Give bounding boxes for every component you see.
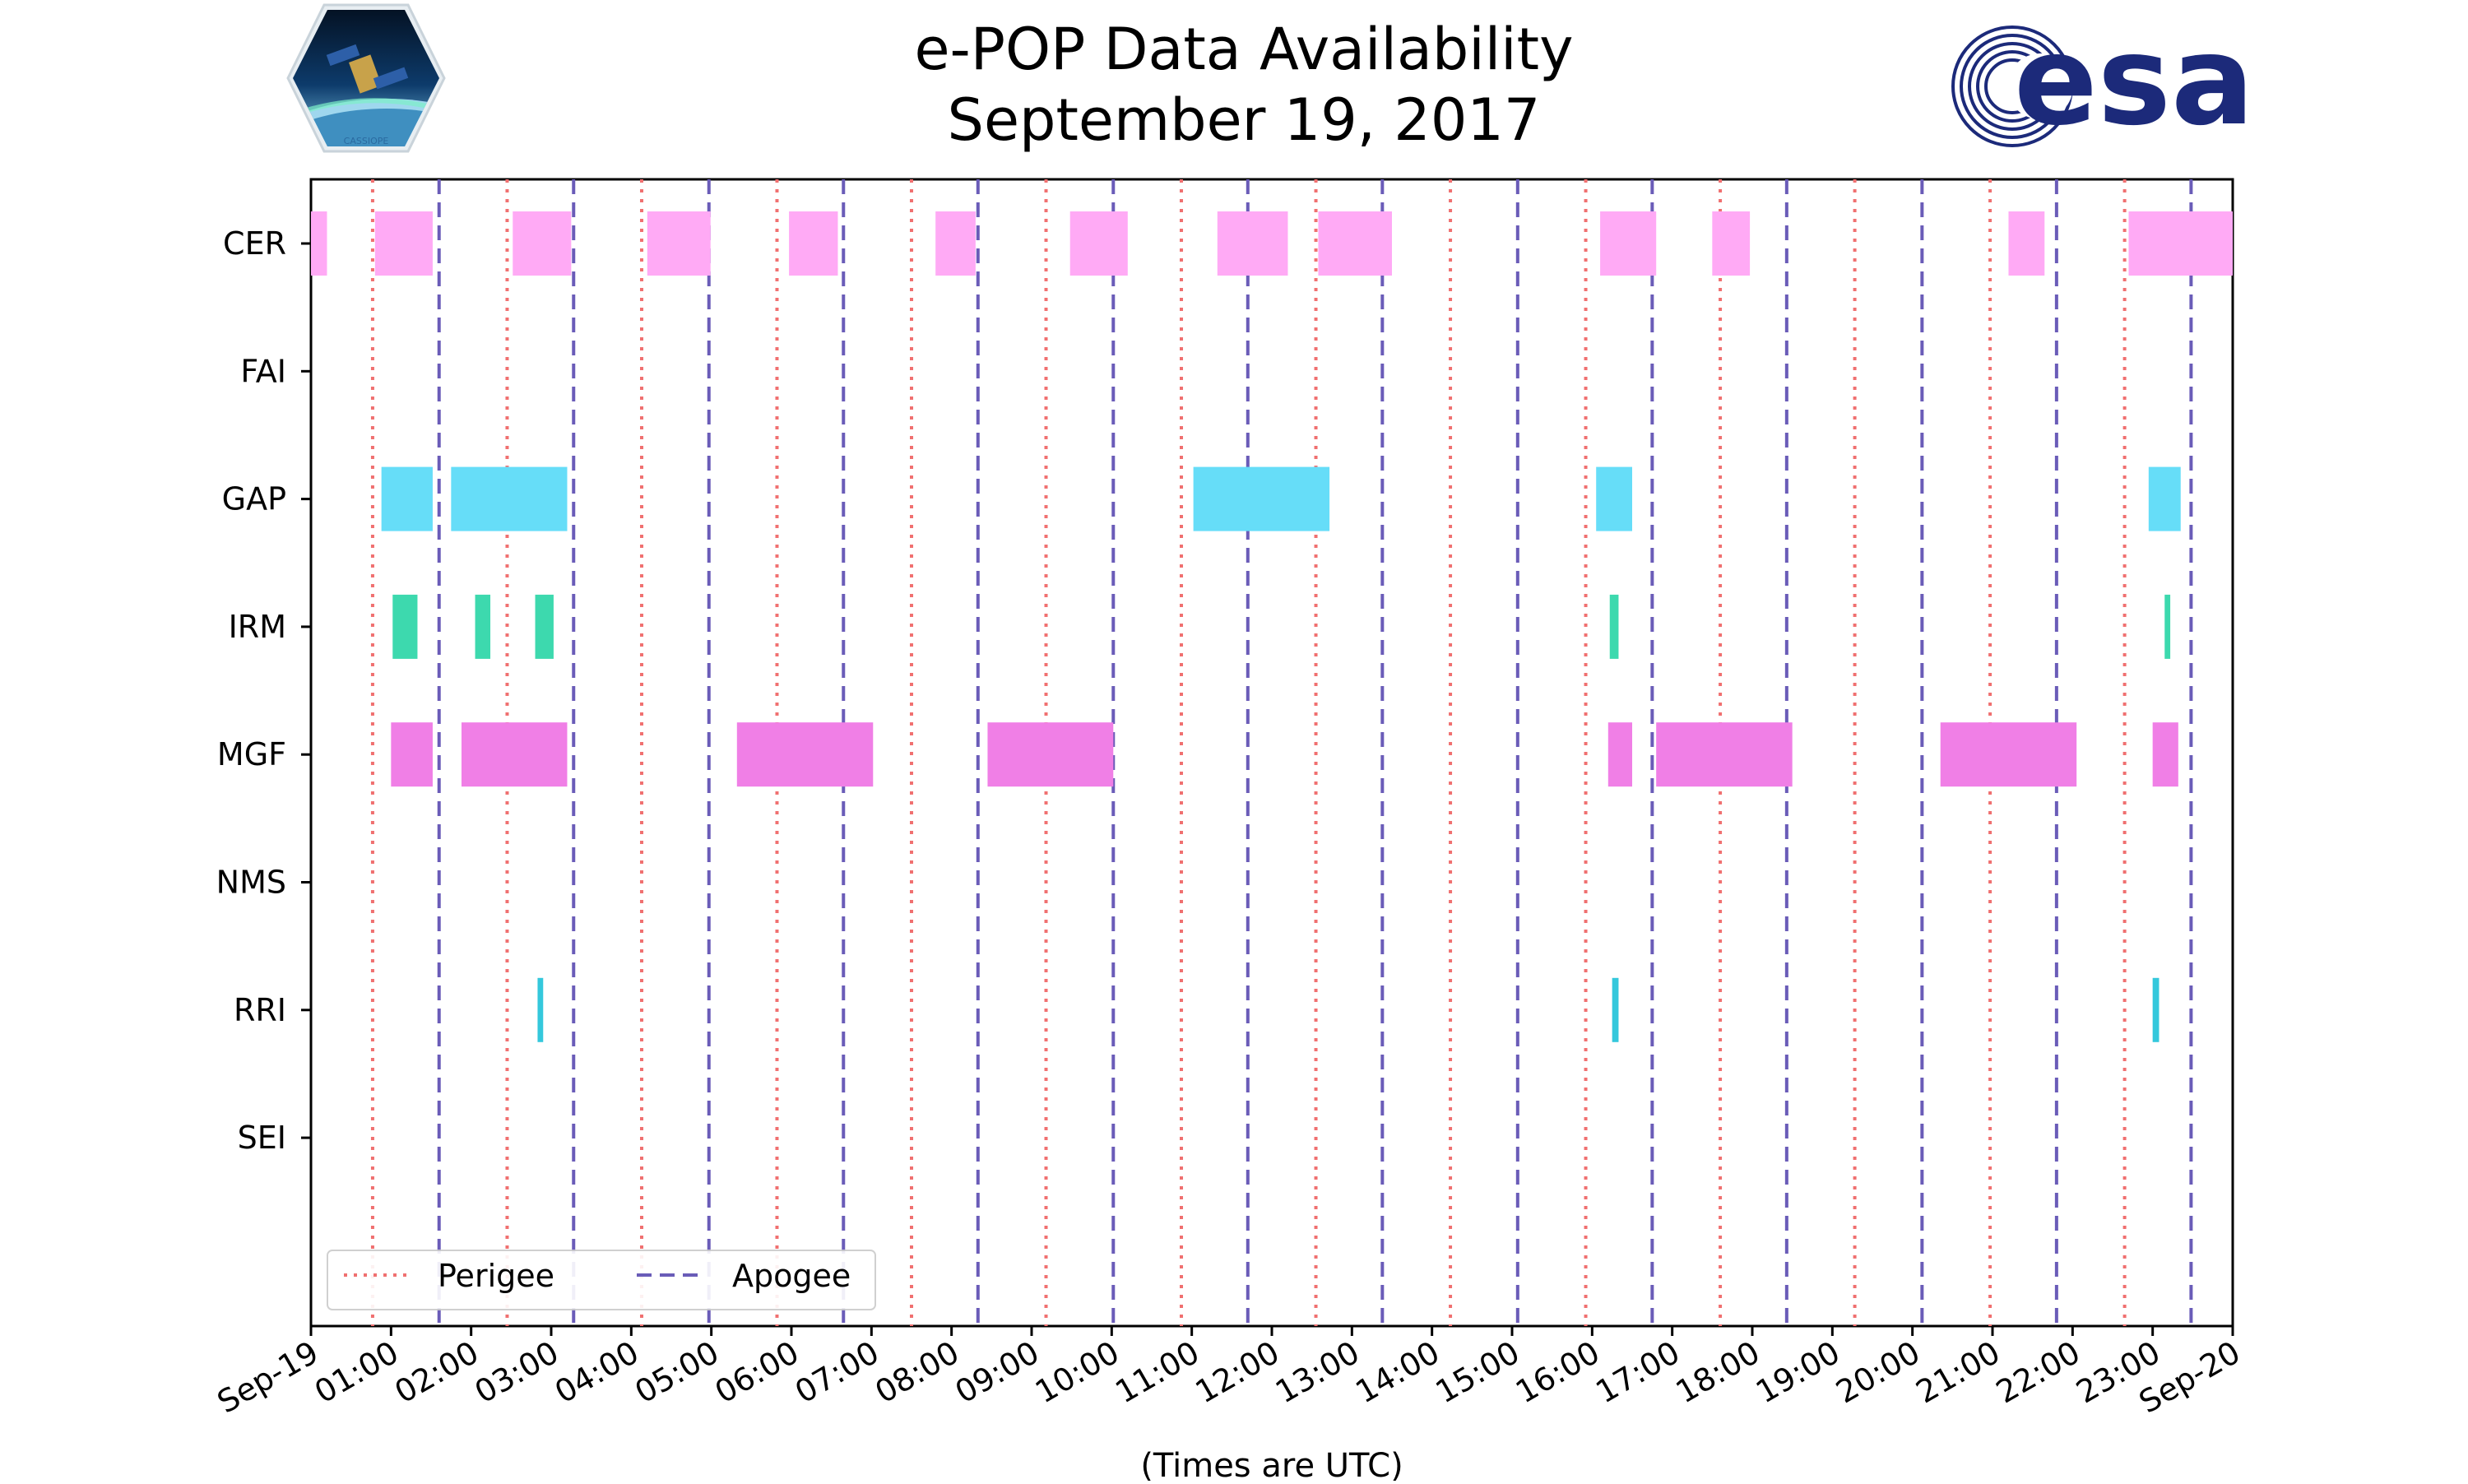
- x-tick-label: 18:00: [1670, 1334, 1766, 1411]
- irm-row-label: IRM: [229, 609, 286, 645]
- cer-availability-bar: [1712, 211, 1751, 276]
- apogee-lines: [437, 179, 2193, 1326]
- gap-availability-bar: [1596, 466, 1632, 531]
- cer-row-label: CER: [223, 225, 286, 262]
- chart-title-line2: September 19, 2017: [948, 86, 1541, 154]
- x-tick-label: 02:00: [388, 1334, 485, 1411]
- x-tick-label: 21:00: [1910, 1334, 2006, 1411]
- cer-availability-bar: [1600, 211, 1657, 276]
- irm-availability-bar: [392, 594, 418, 659]
- rri-row-label: RRI: [234, 992, 286, 1028]
- cer-availability-bar: [1069, 211, 1128, 276]
- x-tick-label: 03:00: [469, 1334, 565, 1411]
- gap-availability-bar: [1193, 466, 1330, 531]
- irm-availability-bar: [1609, 594, 1619, 659]
- mgf-availability-bar: [1607, 722, 1632, 787]
- rri-availability-bar: [537, 977, 544, 1042]
- irm-availability-bar: [2164, 594, 2171, 659]
- x-tick-label: 05:00: [629, 1334, 725, 1411]
- x-tick-label: 14:00: [1349, 1334, 1445, 1411]
- gap-availability-bar: [451, 466, 568, 531]
- irm-availability-bar: [475, 594, 491, 659]
- x-axis: Sep-1901:0002:0003:0004:0005:0006:0007:0…: [211, 1326, 2247, 1421]
- sei-row-label: SEI: [238, 1120, 286, 1156]
- x-tick-label: 07:00: [789, 1334, 885, 1411]
- data-bars: [311, 211, 2233, 1042]
- x-tick-label: 08:00: [869, 1334, 965, 1411]
- x-tick-label: 04:00: [549, 1334, 645, 1411]
- cer-availability-bar: [1318, 211, 1392, 276]
- x-tick-label: 01:00: [308, 1334, 405, 1411]
- esa-wordmark: esa: [2014, 10, 2254, 153]
- mgf-row-label: MGF: [217, 736, 286, 772]
- x-tick-label: 17:00: [1589, 1334, 1686, 1411]
- cer-availability-bar: [2128, 211, 2233, 276]
- cer-availability-bar: [2008, 211, 2045, 276]
- x-tick-label: 10:00: [1029, 1334, 1125, 1411]
- nms-row-label: NMS: [216, 865, 286, 901]
- gap-availability-bar: [381, 466, 433, 531]
- esa-logo: esa: [1951, 10, 2254, 153]
- mgf-availability-bar: [736, 722, 874, 787]
- plot-area: [309, 178, 2234, 1328]
- rri-availability-bar: [1612, 977, 1619, 1042]
- x-tick-label: 06:00: [709, 1334, 805, 1411]
- x-tick-label: 11:00: [1109, 1334, 1205, 1411]
- cer-availability-bar: [311, 211, 327, 276]
- mgf-availability-bar: [987, 722, 1114, 787]
- mgf-availability-bar: [1940, 722, 2077, 787]
- x-tick-label: 13:00: [1269, 1334, 1366, 1411]
- fai-row-label: FAI: [240, 353, 286, 389]
- irm-availability-bar: [535, 594, 554, 659]
- x-tick-label: 16:00: [1510, 1334, 1606, 1411]
- legend-perigee-label: Perigee: [438, 1258, 554, 1294]
- gap-row-label: GAP: [222, 481, 286, 517]
- chart-title-line1: e-POP Data Availability: [914, 16, 1573, 83]
- rri-availability-bar: [2152, 977, 2160, 1042]
- x-tick-label: 12:00: [1190, 1334, 1286, 1411]
- x-tick-label: 22:00: [1990, 1334, 2086, 1411]
- mgf-availability-bar: [2152, 722, 2178, 787]
- cer-availability-bar: [374, 211, 433, 276]
- x-axis-label: (Times are UTC): [1140, 1447, 1403, 1481]
- cer-availability-bar: [789, 211, 838, 276]
- cassiope-caption: CASSIOPE: [344, 136, 389, 146]
- mgf-availability-bar: [461, 722, 568, 787]
- mgf-availability-bar: [1656, 722, 1793, 787]
- cer-availability-bar: [513, 211, 572, 276]
- x-tick-label: 15:00: [1430, 1334, 1526, 1411]
- cer-availability-bar: [935, 211, 976, 276]
- legend-apogee-label: Apogee: [732, 1258, 851, 1294]
- x-tick-label: Sep-19: [211, 1334, 325, 1421]
- x-tick-label: 09:00: [949, 1334, 1046, 1411]
- x-tick-label: 20:00: [1830, 1334, 1926, 1411]
- mgf-availability-bar: [391, 722, 433, 787]
- x-tick-label: 19:00: [1750, 1334, 1846, 1411]
- cer-availability-bar: [1217, 211, 1288, 276]
- legend: Perigee Apogee: [327, 1250, 876, 1310]
- y-axis: CER FAI GAP IRM MGF NMS RRI SEI: [216, 225, 311, 1156]
- cer-availability-bar: [647, 211, 711, 276]
- gap-availability-bar: [2148, 466, 2181, 531]
